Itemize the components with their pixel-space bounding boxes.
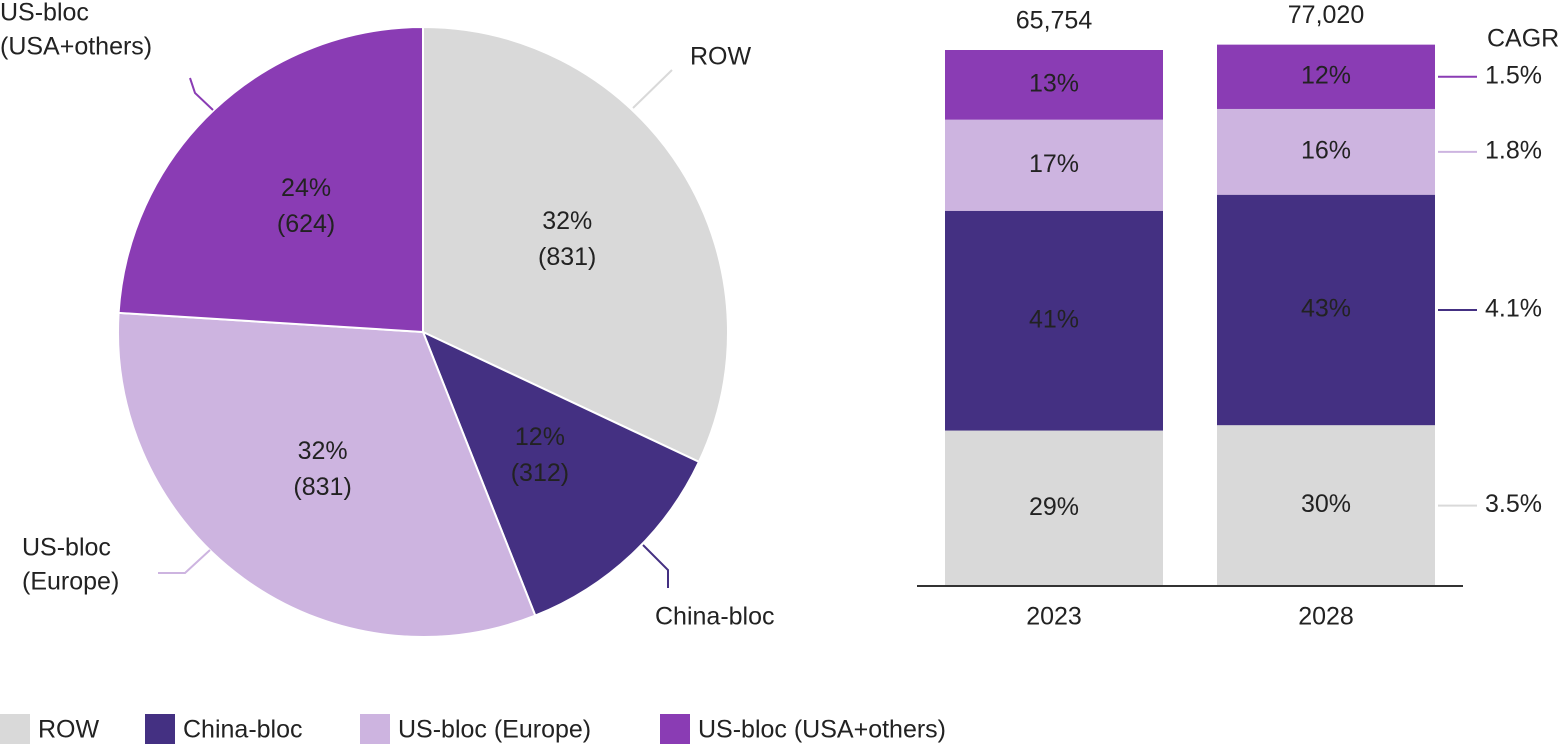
pie-slice xyxy=(422,25,729,464)
segment-label: 17% xyxy=(1029,150,1079,178)
slice-label: ROW xyxy=(690,43,752,71)
pie-slice xyxy=(421,330,701,617)
slice-percent: 24% xyxy=(281,174,331,202)
leader-line xyxy=(642,544,669,588)
bar-segment xyxy=(1217,44,1435,109)
slice-amount: (831) xyxy=(538,243,596,271)
segment-label: 13% xyxy=(1029,69,1079,97)
slice-percent: 32% xyxy=(298,437,348,465)
legend-swatch xyxy=(145,714,175,744)
x-tick-label: 2023 xyxy=(1026,603,1082,631)
slice-amount: (624) xyxy=(277,210,335,238)
legend-label: China-bloc xyxy=(183,716,303,744)
legend-swatch xyxy=(360,714,390,744)
segment-label: 12% xyxy=(1301,61,1351,89)
segment-label: 43% xyxy=(1301,295,1351,323)
bar-segment xyxy=(945,50,1163,120)
cagr-title: CAGR xyxy=(1487,25,1559,53)
segment-label: 41% xyxy=(1029,305,1079,333)
cagr-label: 4.1% xyxy=(1485,295,1542,323)
legend-swatch xyxy=(0,714,30,744)
x-tick-label: 2028 xyxy=(1298,603,1354,631)
bar-segment xyxy=(945,119,1163,211)
slice-percent: 32% xyxy=(542,207,592,235)
legend-label: US-bloc (USA+others) xyxy=(698,716,946,744)
segment-label: 29% xyxy=(1029,493,1079,521)
legend-label: US-bloc (Europe) xyxy=(398,716,591,744)
total-label: 77,020 xyxy=(1288,1,1364,29)
slice-amount: (831) xyxy=(293,473,351,501)
slice-label: China-bloc xyxy=(655,603,775,631)
leader-line xyxy=(189,77,214,111)
slice-label: (Europe) xyxy=(22,568,119,596)
segment-label: 16% xyxy=(1301,136,1351,164)
slice-percent: 12% xyxy=(515,423,565,451)
legend-swatch xyxy=(660,714,690,744)
leader-line xyxy=(632,69,673,109)
legend-label: ROW xyxy=(38,716,100,744)
pie-slice xyxy=(117,25,424,334)
slice-label: (USA+others) xyxy=(0,33,152,61)
bar-segment xyxy=(1217,425,1435,586)
slice-label: US-bloc xyxy=(0,0,89,27)
segment-label: 30% xyxy=(1301,490,1351,518)
total-label: 65,754 xyxy=(1016,7,1093,35)
pie-slice xyxy=(117,311,537,638)
slice-amount: (312) xyxy=(511,459,569,487)
cagr-label: 1.8% xyxy=(1485,136,1542,164)
cagr-label: 3.5% xyxy=(1485,490,1542,518)
slice-label: US-bloc xyxy=(22,534,111,562)
cagr-label: 1.5% xyxy=(1485,61,1542,89)
bar-segment xyxy=(1217,194,1435,426)
leader-line xyxy=(158,549,211,574)
bar-segment xyxy=(945,430,1163,586)
bar-segment xyxy=(945,210,1163,431)
bar-segment xyxy=(1217,108,1435,195)
